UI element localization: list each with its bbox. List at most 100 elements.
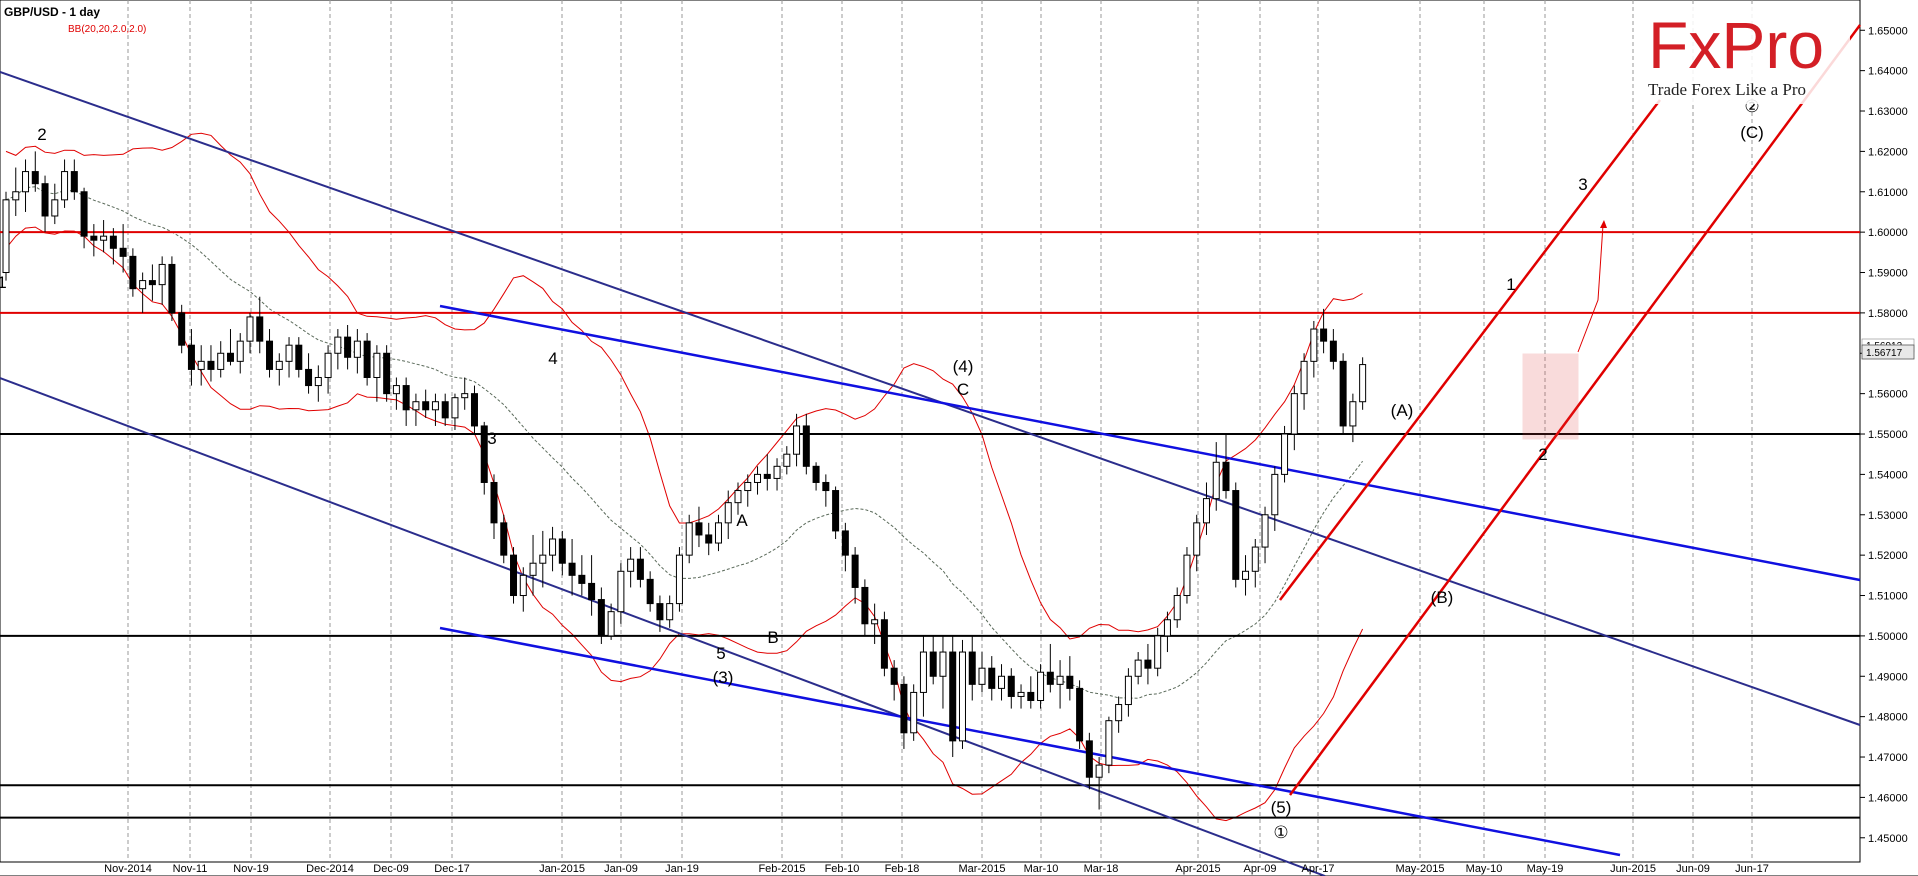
candle: [285, 344, 293, 362]
y-tick-label: 1.46000: [1868, 792, 1908, 804]
channel-blue-upper: [439, 304, 1861, 582]
candle: [744, 481, 752, 492]
candle: [568, 562, 576, 576]
candle: [978, 667, 986, 685]
candles: [2, 151, 1367, 810]
candle: [919, 651, 927, 693]
fxpro-logo: FxPro Trade Forex Like a Pro: [1642, 4, 1850, 104]
candle: [1037, 671, 1045, 701]
wave-label: B: [767, 628, 778, 647]
chart-title: GBP/USD - 1 day: [4, 5, 100, 19]
candle: [31, 171, 39, 185]
x-tick-label: May-19: [1527, 863, 1564, 875]
candle: [1017, 691, 1025, 697]
candle: [939, 651, 947, 677]
x-tick-label: Dec-2014: [306, 863, 354, 875]
candle: [2, 199, 10, 274]
bollinger-bands: [5, 132, 1364, 822]
trend-channels: [0, 24, 1862, 876]
y-tick-label: 1.56000: [1868, 389, 1908, 401]
x-tick-label: Nov-11: [173, 863, 208, 875]
candle: [1242, 570, 1250, 580]
candle: [910, 691, 918, 734]
svg-text:1.56717: 1.56717: [1866, 348, 1903, 359]
candle: [1232, 490, 1240, 580]
candle: [451, 397, 459, 419]
svg-text:FxPro: FxPro: [1648, 8, 1824, 82]
wave-label: 3: [1578, 175, 1587, 194]
x-tick-label: May-2015: [1396, 863, 1445, 875]
y-tick-label: 1.61000: [1868, 187, 1908, 199]
candle: [802, 425, 810, 467]
candle: [578, 574, 586, 584]
candle: [1202, 498, 1210, 524]
candle: [70, 171, 78, 193]
candle: [832, 490, 840, 532]
y-tick-label: 1.53000: [1868, 510, 1908, 522]
wave-label: 5: [716, 644, 725, 663]
candle: [880, 619, 888, 669]
candle: [1251, 546, 1259, 572]
x-tick-label: Dec-09: [373, 863, 408, 875]
candle: [890, 667, 898, 685]
y-tick-label: 1.47000: [1868, 752, 1908, 764]
candle: [168, 263, 176, 314]
candle: [373, 352, 381, 378]
x-tick-label: May-10: [1466, 863, 1503, 875]
candle: [519, 574, 527, 597]
x-tick-label: Nov-2014: [104, 863, 152, 875]
channel-red-lower: [1288, 24, 1862, 796]
wave-label: (C): [1740, 123, 1764, 142]
bollinger-upper: [5, 132, 1363, 640]
wave-label: (A): [1391, 401, 1414, 420]
candle: [1115, 704, 1123, 722]
candle: [22, 171, 30, 193]
candle: [646, 578, 654, 605]
svg-text:Trade Forex Like a Pro: Trade Forex Like a Pro: [1648, 80, 1806, 99]
candle: [1359, 364, 1367, 403]
x-tick-label: Jun-2015: [1610, 863, 1656, 875]
candle: [344, 336, 352, 358]
candle: [61, 171, 69, 201]
y-tick-label: 1.50000: [1868, 631, 1908, 643]
bollinger-lower: [5, 226, 1364, 822]
candle: [441, 401, 449, 419]
y-tick-label: 1.55000: [1868, 429, 1908, 441]
candle: [1183, 554, 1191, 597]
candle: [675, 554, 683, 605]
candle: [617, 570, 625, 613]
candle: [305, 368, 313, 387]
candle: [295, 344, 303, 370]
candle: [510, 554, 518, 597]
candle: [773, 465, 781, 479]
wave-label: A: [736, 511, 748, 530]
candle: [871, 619, 879, 625]
candle: [1193, 522, 1201, 556]
candle: [314, 376, 322, 387]
y-tick-label: 1.54000: [1868, 469, 1908, 481]
candle: [666, 603, 674, 621]
candle: [109, 235, 117, 249]
candle: [470, 393, 478, 427]
candle: [861, 586, 869, 625]
candle: [714, 522, 722, 544]
projection-arrowhead: [1600, 220, 1607, 228]
x-tick-label: Jan-2015: [539, 863, 585, 875]
candle: [226, 352, 234, 362]
candle: [1271, 473, 1279, 516]
y-tick-label: 1.45000: [1868, 833, 1908, 845]
y-tick-label: 1.48000: [1868, 712, 1908, 724]
candle: [549, 538, 557, 556]
x-tick-label: Feb-18: [885, 863, 920, 875]
y-tick-label: 1.51000: [1868, 591, 1908, 603]
x-tick-label: Jun-17: [1735, 863, 1769, 875]
candle: [246, 316, 254, 342]
candle: [529, 562, 537, 576]
candle: [1066, 675, 1074, 689]
horizontal-levels: [0, 231, 1860, 819]
x-tick-label: Dec-17: [434, 863, 469, 875]
wave-label: 4: [548, 349, 557, 368]
wave-label: 2: [1538, 445, 1547, 464]
candle: [1212, 461, 1220, 500]
candle: [1056, 675, 1064, 685]
